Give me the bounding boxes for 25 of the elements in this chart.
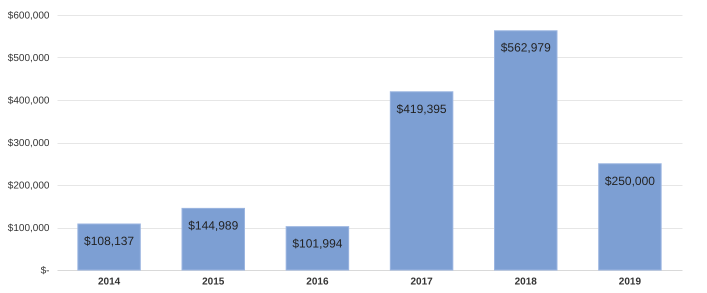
- x-tick-label: 2014: [98, 276, 121, 288]
- bar: [598, 163, 662, 270]
- x-tick-label: 2015: [202, 276, 225, 288]
- data-label: $108,137: [84, 234, 134, 248]
- data-label: $101,994: [292, 236, 343, 251]
- bar: [494, 30, 558, 270]
- y-tick-label: $-: [40, 266, 50, 276]
- y-tick-label: $600,000: [8, 10, 50, 22]
- y-tick-label: $100,000: [8, 223, 50, 234]
- y-tick-label: $500,000: [8, 53, 50, 64]
- bar: [182, 208, 245, 270]
- x-tick-label: 2018: [514, 276, 538, 288]
- y-tick-label: $400,000: [8, 96, 50, 106]
- bar: [77, 224, 141, 270]
- x-tick-label: 2016: [306, 276, 329, 288]
- y-tick-label: $200,000: [8, 180, 50, 192]
- data-label: $250,000: [604, 174, 656, 188]
- y-tick-label: $300,000: [8, 138, 50, 149]
- x-tick-label: 2017: [410, 276, 434, 288]
- bar: [390, 91, 454, 270]
- data-label: $419,395: [396, 102, 447, 116]
- x-tick-label: 2019: [618, 276, 642, 288]
- data-label: $144,989: [188, 218, 239, 232]
- bar: [286, 226, 350, 270]
- data-label: $562,979: [500, 40, 552, 55]
